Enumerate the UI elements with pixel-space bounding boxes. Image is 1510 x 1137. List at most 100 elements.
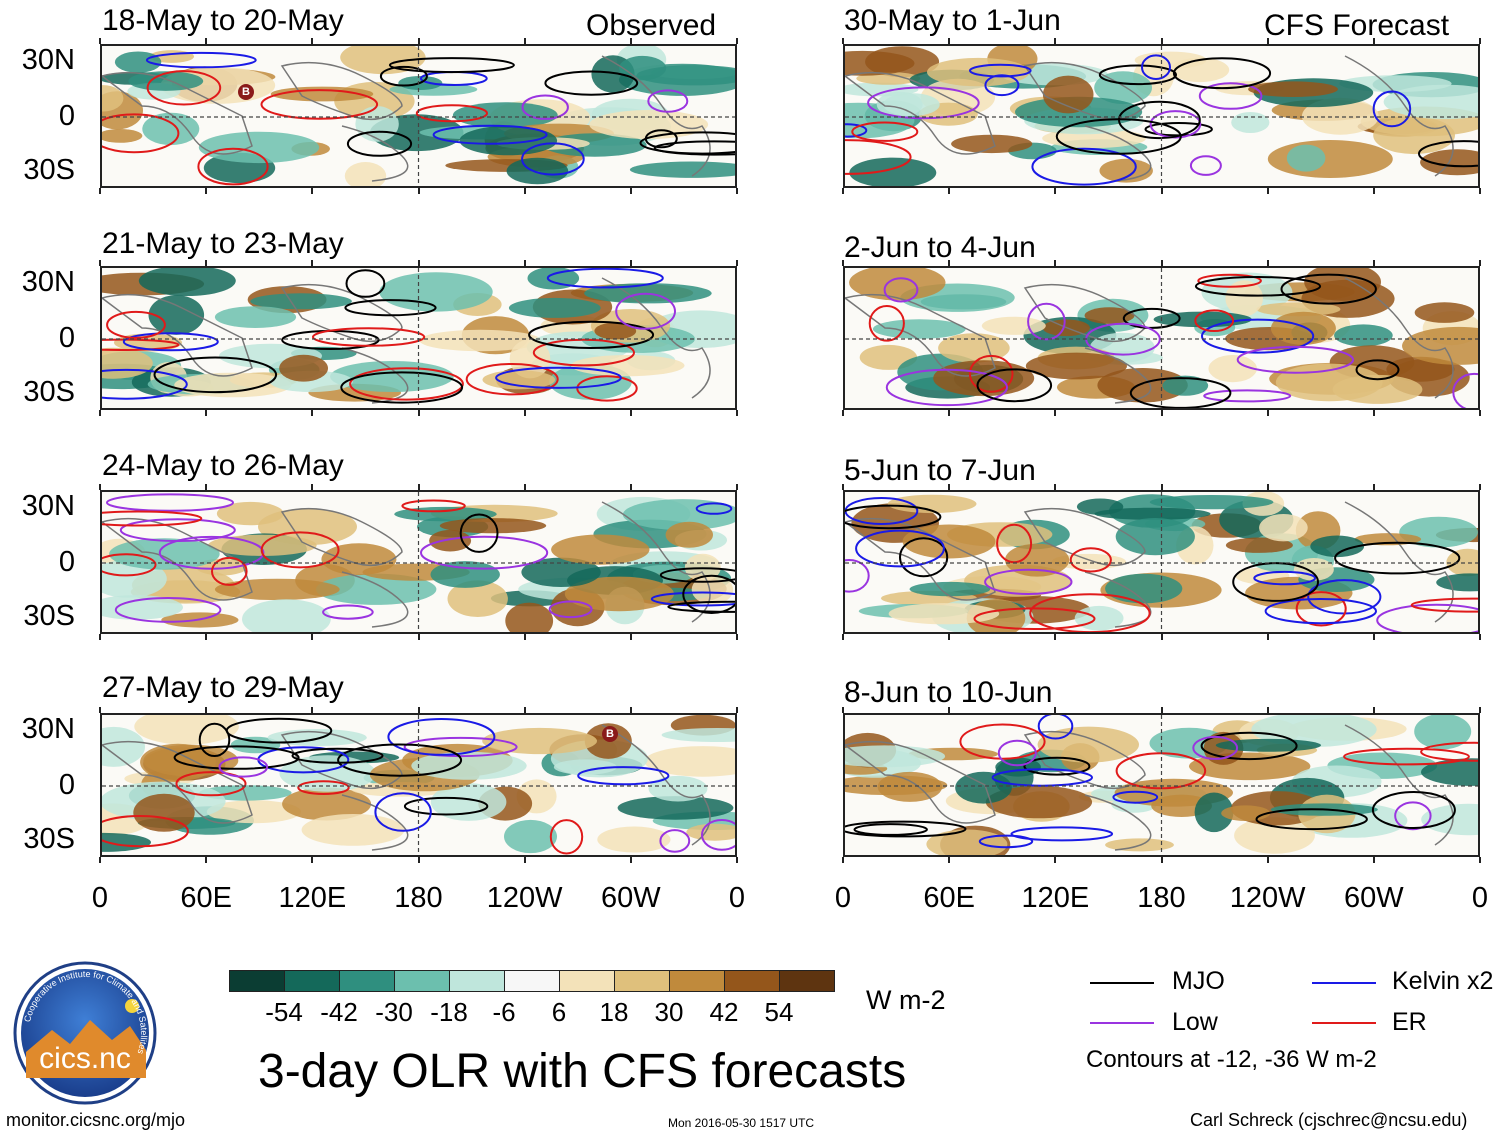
lon-tick	[205, 634, 208, 640]
colorbar-tick-label: 30	[654, 997, 684, 1027]
lon-tick	[205, 410, 208, 416]
lon-tick	[523, 707, 526, 713]
map-panel-forecast-3	[843, 490, 1480, 634]
storm-marker-icon: B	[238, 84, 254, 100]
lon-tick	[99, 707, 101, 713]
lon-tick	[523, 410, 526, 416]
lon-tick	[1372, 857, 1375, 863]
lon-tick	[629, 857, 632, 863]
footer-timestamp: Mon 2016-05-30 1517 UTC	[668, 1116, 815, 1130]
lon-tick	[736, 707, 738, 713]
lat-label: 30N	[21, 713, 75, 745]
lon-tick	[1266, 857, 1269, 863]
colorbar-tick-label: -30	[375, 997, 413, 1027]
lon-label: 60E	[923, 882, 975, 914]
panel-title-fc-3: 5-Jun to 7-Jun	[844, 454, 1036, 487]
lat-label: 30N	[21, 44, 75, 76]
lon-tick	[311, 410, 314, 416]
lon-tick	[1479, 260, 1481, 266]
lon-tick	[1160, 857, 1163, 863]
lat-label: 0	[58, 769, 75, 801]
logo-text: cics.nc	[39, 1042, 131, 1075]
lon-tick	[311, 260, 314, 266]
lon-label: 60W	[601, 882, 661, 914]
lon-tick	[311, 38, 314, 44]
lon-tick	[417, 707, 420, 713]
lon-tick	[948, 188, 951, 194]
lon-label: 0	[728, 882, 746, 914]
lon-label: 0	[834, 882, 852, 914]
colorbar-box	[284, 970, 340, 992]
lon-tick	[736, 484, 738, 490]
legend-low-line	[1090, 1022, 1154, 1024]
lon-tick	[1054, 634, 1057, 640]
lon-tick	[736, 260, 738, 266]
lon-tick	[1479, 634, 1481, 640]
lon-tick	[311, 634, 314, 640]
lon-tick	[1160, 260, 1163, 266]
lat-label: 0	[58, 546, 75, 578]
colorbar-tick-label: 54	[764, 997, 794, 1027]
colorbar-tick-label: 42	[709, 997, 739, 1027]
lon-tick	[629, 38, 632, 44]
units-label: W m-2	[866, 985, 946, 1015]
colorbar-tick-label: 6	[551, 997, 567, 1027]
legend-low-label: Low	[1172, 1008, 1218, 1036]
lat-label: 30S	[23, 376, 75, 408]
map-panel-observed-2	[100, 266, 737, 410]
lon-tick	[1160, 410, 1163, 416]
panel-title-fc-4: 8-Jun to 10-Jun	[844, 676, 1053, 709]
lon-tick	[417, 260, 420, 266]
lat-label: 30S	[23, 600, 75, 632]
lon-tick	[1160, 634, 1163, 640]
lon-tick	[1266, 188, 1269, 194]
lon-tick	[417, 484, 420, 490]
lon-tick	[629, 410, 632, 416]
lat-label: 0	[58, 322, 75, 354]
lon-tick	[523, 188, 526, 194]
lon-tick	[1054, 484, 1057, 490]
lon-tick	[736, 188, 738, 194]
lon-tick	[523, 857, 526, 863]
lon-tick	[417, 857, 420, 863]
lon-tick	[1160, 188, 1163, 194]
lon-tick	[523, 484, 526, 490]
colorbar-box	[504, 970, 560, 992]
legend-mjo-line	[1090, 982, 1154, 984]
lon-tick	[523, 260, 526, 266]
lon-tick	[948, 634, 951, 640]
contour-note: Contours at -12, -36 W m-2	[1086, 1046, 1377, 1073]
legend-er-label: ER	[1392, 1008, 1427, 1036]
observed-label: Observed	[586, 9, 717, 42]
footer-url: monitor.cicsnc.org/mjo	[6, 1110, 186, 1130]
panel-title-obs-3: 24-May to 26-May	[102, 449, 344, 482]
lon-tick	[417, 634, 420, 640]
colorbar-box	[559, 970, 615, 992]
lon-tick	[948, 484, 951, 490]
panel-title-fc-2: 2-Jun to 4-Jun	[844, 231, 1036, 264]
lon-tick	[1372, 260, 1375, 266]
lon-tick	[629, 188, 632, 194]
lon-tick	[1479, 188, 1481, 194]
lon-tick	[1266, 707, 1269, 713]
lon-tick	[1054, 857, 1057, 863]
lon-tick	[1372, 484, 1375, 490]
lon-tick	[842, 260, 844, 266]
colorbar-tick-label: -6	[492, 997, 516, 1027]
lon-tick	[629, 484, 632, 490]
lon-tick	[205, 707, 208, 713]
storm-marker-icon: B	[602, 726, 618, 742]
lon-tick	[99, 260, 101, 266]
panel-title-obs-2: 21-May to 23-May	[102, 227, 344, 260]
lon-label: 120W	[1229, 882, 1306, 914]
lon-tick	[1054, 188, 1057, 194]
lon-tick	[736, 857, 738, 863]
lon-tick	[1266, 634, 1269, 640]
footer-author: Carl Schreck (cjschrec@ncsu.edu)	[1190, 1110, 1468, 1130]
lon-tick	[842, 484, 844, 490]
lon-tick	[629, 260, 632, 266]
lon-tick	[629, 707, 632, 713]
colorbar-box	[449, 970, 505, 992]
lon-tick	[948, 410, 951, 416]
lon-tick	[1160, 484, 1163, 490]
